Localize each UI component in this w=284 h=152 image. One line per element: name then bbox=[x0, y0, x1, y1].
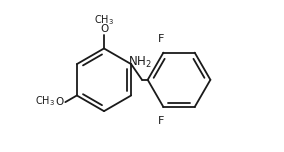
Text: O: O bbox=[55, 97, 63, 107]
Text: F: F bbox=[158, 116, 164, 126]
Text: F: F bbox=[158, 34, 164, 43]
Text: NH$_2$: NH$_2$ bbox=[128, 55, 152, 70]
Text: O: O bbox=[100, 24, 108, 34]
Text: CH$_3$: CH$_3$ bbox=[35, 94, 55, 108]
Text: CH$_3$: CH$_3$ bbox=[94, 13, 114, 27]
